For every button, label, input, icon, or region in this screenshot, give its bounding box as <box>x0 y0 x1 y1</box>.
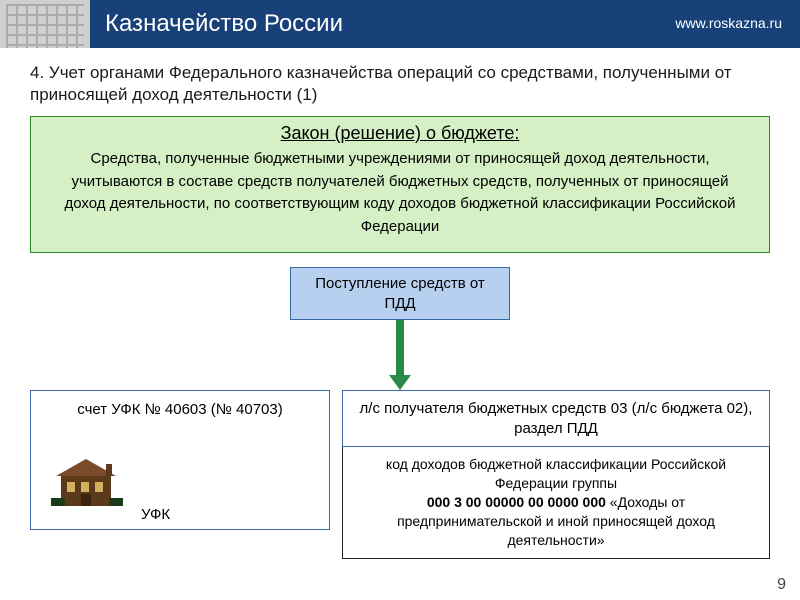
flow-box: Поступление средств от ПДД <box>290 267 510 320</box>
header-url: www.roskazna.ru <box>675 15 782 31</box>
receiver-box: л/с получателя бюджетных средств 03 (л/с… <box>342 390 770 447</box>
header-logo <box>0 0 90 48</box>
code-value-line: 000 3 00 00000 00 0000 000 «Доходы от пр… <box>353 493 759 550</box>
ufk-account: счет УФК № 40603 (№ 40703) <box>39 401 321 418</box>
code-box: код доходов бюджетной классификации Росс… <box>342 447 770 558</box>
law-box: Закон (решение) о бюджете: Средства, пол… <box>30 116 770 253</box>
code-description-line1: код доходов бюджетной классификации Росс… <box>353 455 759 493</box>
receiver-column: л/с получателя бюджетных средств 03 (л/с… <box>342 390 770 558</box>
header-title: Казначейство России <box>105 10 343 38</box>
law-text: Средства, полученные бюджетными учрежден… <box>49 148 751 238</box>
slide-number: 9 <box>777 576 786 594</box>
ufk-box: счет УФК № 40603 (№ 40703) УФК <box>30 390 330 530</box>
bottom-row: счет УФК № 40603 (№ 40703) УФК л/с получ… <box>30 390 770 558</box>
slide-title: 4. Учет органами Федерального казначейст… <box>30 62 770 106</box>
code-value: 000 3 00 00000 00 0000 000 <box>427 494 606 510</box>
ufk-label: УФК <box>141 506 170 523</box>
header-bar: Казначейство России www.roskazna.ru <box>0 0 800 48</box>
law-title: Закон (решение) о бюджете: <box>49 123 751 144</box>
building-icon <box>51 454 131 509</box>
arrow-down <box>393 320 407 390</box>
